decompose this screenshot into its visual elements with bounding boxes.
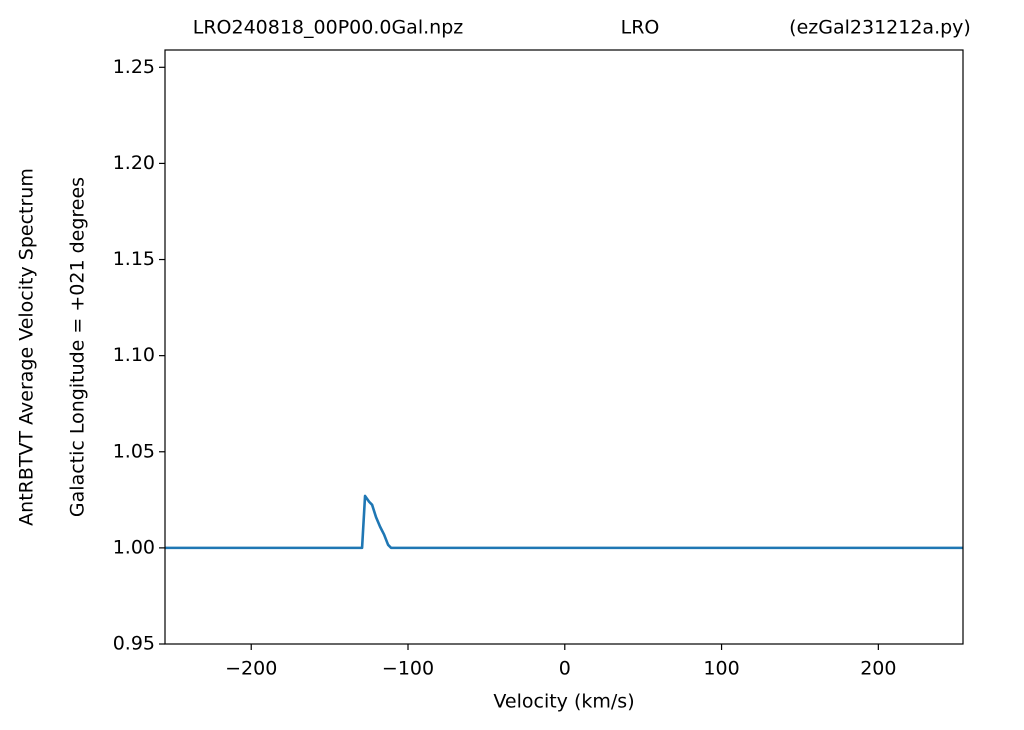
y-axis-label: AntRBTVT Average Velocity Spectrum: [16, 168, 38, 526]
y-axis-label: Galactic Longitude = +021 degrees: [67, 177, 89, 517]
plot-frame: [164, 49, 964, 645]
x-tick-label: 0: [559, 658, 571, 680]
y-tick-label: 1.10: [113, 344, 155, 366]
x-axis-label: Velocity (km/s): [493, 691, 634, 713]
y-tick-label: 1.20: [113, 152, 155, 174]
x-tick-label: 100: [703, 658, 739, 680]
chart-title-file: LRO240818_00P00.0Gal.npz: [193, 17, 463, 39]
y-tick-label: 1.05: [113, 440, 155, 462]
chart-title-script: (ezGal231212a.py): [789, 17, 971, 39]
x-tick-label: 200: [860, 658, 896, 680]
chart-title-site: LRO: [621, 17, 660, 39]
y-tick-label: 1.25: [113, 56, 155, 78]
x-tick-label: −100: [382, 658, 434, 680]
x-tick-label: −200: [225, 658, 277, 680]
y-tick-label: 1.15: [113, 248, 155, 270]
y-tick-label: 0.95: [113, 633, 155, 655]
data-line: [165, 494, 963, 550]
y-tick-label: 1.00: [113, 536, 155, 558]
